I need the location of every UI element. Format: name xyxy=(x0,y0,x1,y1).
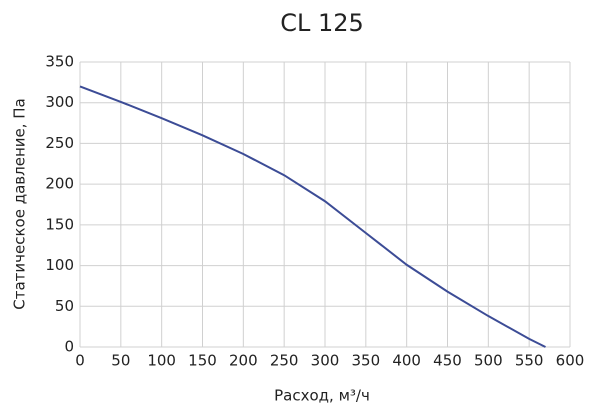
x-tick-label: 600 xyxy=(556,352,585,370)
y-axis-label: Статическое давление, Па xyxy=(11,98,29,309)
y-tick-label: 50 xyxy=(55,297,74,315)
x-tick-label: 550 xyxy=(515,352,544,370)
x-tick-label: 400 xyxy=(392,352,421,370)
y-tick-label: 0 xyxy=(64,338,74,356)
x-tick-label: 200 xyxy=(229,352,258,370)
y-tick-label: 350 xyxy=(45,53,74,71)
chart-title: CL 125 xyxy=(280,9,364,37)
x-tick-label: 350 xyxy=(352,352,381,370)
x-tick-label: 0 xyxy=(75,352,85,370)
y-tick-label: 200 xyxy=(45,175,74,193)
y-tick-label: 300 xyxy=(45,93,74,111)
x-tick-label: 500 xyxy=(474,352,503,370)
y-tick-label: 150 xyxy=(45,215,74,233)
x-tick-label: 50 xyxy=(111,352,130,370)
x-axis-label: Расход, м³/ч xyxy=(274,387,370,405)
y-tick-label: 250 xyxy=(45,134,74,152)
x-tick-label: 300 xyxy=(311,352,340,370)
x-tick-label: 150 xyxy=(188,352,217,370)
x-tick-label: 450 xyxy=(433,352,462,370)
line xyxy=(79,85,546,348)
x-tick-label: 100 xyxy=(147,352,176,370)
x-tick-label: 250 xyxy=(270,352,299,370)
y-tick-label: 100 xyxy=(45,256,74,274)
